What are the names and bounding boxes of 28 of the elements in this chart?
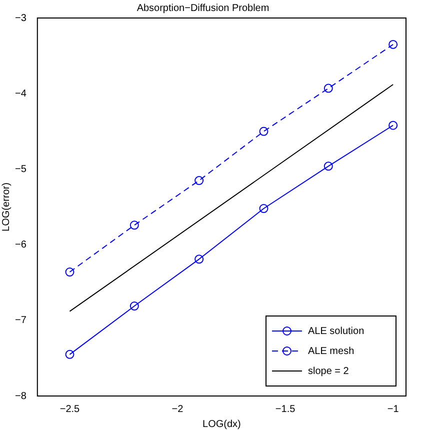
y-tick-label: −7 bbox=[14, 315, 27, 326]
legend-label: ALE solution bbox=[308, 326, 364, 337]
y-tick-label: −3 bbox=[14, 12, 27, 24]
point bbox=[130, 302, 139, 311]
y-tick-label: −4 bbox=[14, 88, 27, 100]
point bbox=[388, 120, 398, 130]
x-tick-label: −2 bbox=[172, 404, 184, 415]
x-tick-label: −2.5 bbox=[60, 404, 80, 415]
point bbox=[388, 40, 398, 49]
point bbox=[194, 176, 204, 186]
point bbox=[65, 350, 74, 359]
point bbox=[324, 84, 333, 93]
x-tick-label: −1.5 bbox=[275, 404, 296, 415]
y-tick-label: −5 bbox=[14, 164, 27, 175]
point bbox=[324, 162, 333, 171]
y-tick-label: −6 bbox=[14, 240, 27, 251]
point bbox=[259, 204, 268, 214]
point bbox=[259, 126, 268, 136]
point bbox=[194, 254, 204, 264]
point bbox=[65, 268, 74, 277]
x-tick-label: −1 bbox=[387, 404, 400, 415]
point bbox=[130, 220, 139, 230]
y-axis-title: LOG(error) bbox=[0, 182, 12, 232]
legend-label: ALE mesh bbox=[308, 346, 354, 357]
y-tick-label: −8 bbox=[14, 390, 27, 402]
chart-title: Absorption−Diffusion Problem bbox=[136, 2, 270, 14]
legend-label: slope = 2 bbox=[308, 366, 350, 377]
x-axis-title: LOG(dx) bbox=[202, 418, 241, 430]
